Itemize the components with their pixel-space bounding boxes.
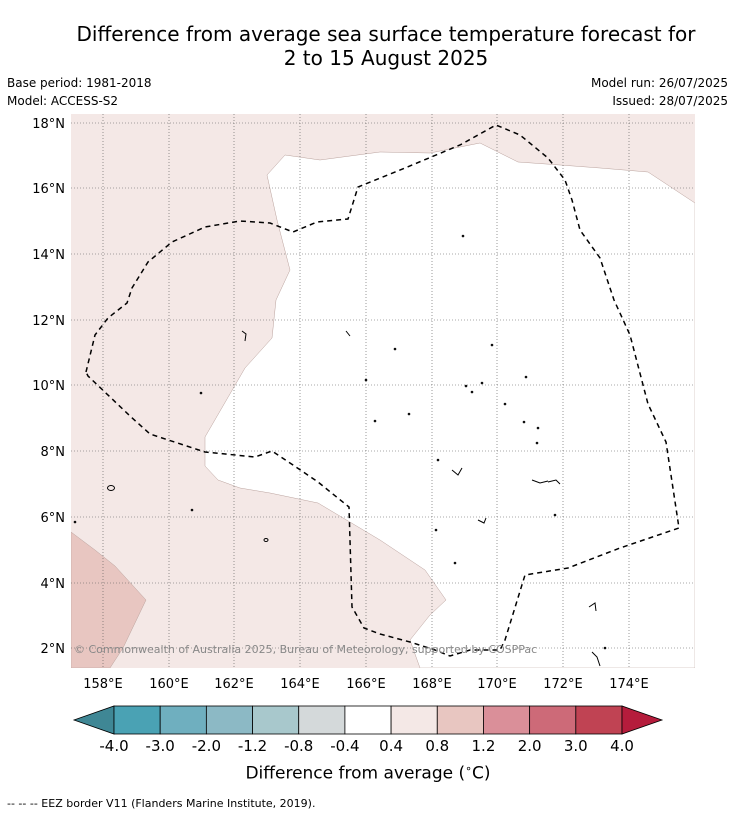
colorbar-bin xyxy=(159,705,207,735)
colorbar-tick-labels: -4.0 -3.0 -2.0 -1.2 -0.8 -0.4 0.4 0.8 1.2 2.0 3.0 4… xyxy=(99,737,634,755)
colorbar-tick-label: 0.4 xyxy=(379,737,403,755)
colorbar-bin xyxy=(436,705,484,735)
colorbar-tick-label: 1.2 xyxy=(472,737,496,755)
anomaly-zone-neutral xyxy=(204,142,695,668)
latitude-labels: 18°N 16°N 14°N 12°N 10°N 8°N 6°N 4°N 2°N xyxy=(32,117,65,657)
colorbar-label-degree: ∘ xyxy=(465,762,472,775)
longitude-labels: 158°E 160°E 162°E 164°E 166°E 168°E 170°E 172°E… xyxy=(83,677,649,692)
longitude-label: 174°E xyxy=(609,677,649,692)
colorbar-bin xyxy=(575,705,623,735)
longitude-label: 170°E xyxy=(477,677,517,692)
colorbar-tick-label: -0.4 xyxy=(330,737,359,755)
colorbar-label: Difference from average (∘C) xyxy=(0,762,736,784)
map-title: Difference from average sea surface temp… xyxy=(0,22,736,70)
colorbar-bin xyxy=(529,705,577,735)
latitude-label: 12°N xyxy=(32,314,65,329)
colorbar-tick-label: -2.0 xyxy=(192,737,221,755)
colorbar-bin xyxy=(252,705,300,735)
copyright-note: © Commonwealth of Australia 2025, Bureau… xyxy=(74,643,537,656)
colorbar-bin xyxy=(298,705,346,735)
eez-border xyxy=(85,124,680,657)
latitude-label: 4°N xyxy=(41,577,66,592)
model-name: Model: ACCESS-S2 xyxy=(7,94,119,108)
anomaly-zone-0.8-1.2 xyxy=(71,531,147,668)
colorbar-tick-label: -3.0 xyxy=(146,737,175,755)
colorbar-label-end: C) xyxy=(472,763,491,784)
colorbar-bin xyxy=(205,705,253,735)
longitude-label: 168°E xyxy=(412,677,452,692)
latitude-label: 14°N xyxy=(32,248,65,263)
map-plot: © Commonwealth of Australia 2025, Bureau… xyxy=(71,114,695,668)
latitude-label: 2°N xyxy=(41,642,66,657)
colorbar-bin xyxy=(344,705,392,735)
latitude-label: 8°N xyxy=(41,445,66,460)
colorbar-tick-label: -0.8 xyxy=(284,737,313,755)
colorbar-tick-label: 4.0 xyxy=(610,737,634,755)
latitude-label: 18°N xyxy=(32,117,65,132)
colorbar-low-extend xyxy=(72,705,115,735)
colorbar-tick-label: -1.2 xyxy=(238,737,267,755)
colorbar: -4.0 -3.0 -2.0 -1.2 -0.8 -0.4 0.4 0.8 1.2 2.0 3.0 4… xyxy=(72,705,664,755)
colorbar-bin xyxy=(113,705,161,735)
longitude-label: 172°E xyxy=(543,677,583,692)
islands xyxy=(73,234,607,667)
longitude-label: 166°E xyxy=(346,677,386,692)
colorbar-tick-label: 2.0 xyxy=(518,737,542,755)
longitude-label: 158°E xyxy=(83,677,123,692)
latitude-label: 6°N xyxy=(41,511,66,526)
longitude-label: 160°E xyxy=(149,677,189,692)
colorbar-high-extend xyxy=(621,705,664,735)
issued-date: Issued: 28/07/2025 xyxy=(612,94,728,108)
longitude-label: 162°E xyxy=(214,677,254,692)
base-period: Base period: 1981-2018 xyxy=(7,76,152,90)
colorbar-bins xyxy=(113,705,623,735)
eez-legend: -- -- -- EEZ border V11 (Flanders Marine… xyxy=(7,797,316,810)
meta-right: Model run: 26/07/2025 Issued: 28/07/2025 xyxy=(591,74,728,110)
latitude-label: 16°N xyxy=(32,182,65,197)
latitude-label: 10°N xyxy=(32,379,65,394)
longitude-label: 164°E xyxy=(280,677,320,692)
colorbar-tick-label: 0.8 xyxy=(425,737,449,755)
colorbar-bin xyxy=(390,705,438,735)
colorbar-bin xyxy=(483,705,531,735)
colorbar-tick-label: 3.0 xyxy=(564,737,588,755)
graticule xyxy=(71,114,695,668)
title-line-1: Difference from average sea surface temp… xyxy=(76,22,696,46)
model-run: Model run: 26/07/2025 xyxy=(590,76,728,90)
colorbar-tick-label: -4.0 xyxy=(99,737,128,755)
title-line-2: 2 to 15 August 2025 xyxy=(283,46,489,70)
colorbar-label-main: Difference from average ( xyxy=(245,763,466,784)
meta-left: Base period: 1981-2018 Model: ACCESS-S2 xyxy=(7,74,152,110)
